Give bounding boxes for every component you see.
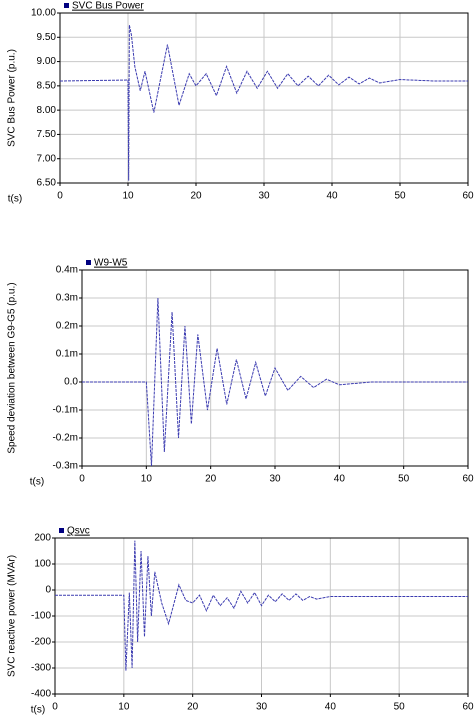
y-tick-label: 7.00 bbox=[37, 153, 57, 164]
y-tick-label: 0 bbox=[45, 585, 51, 596]
series-line bbox=[82, 297, 468, 467]
y-tick-label: -0.1m bbox=[52, 405, 78, 416]
legend-label: Qsvc bbox=[67, 526, 90, 537]
y-tick-label: -0.2m bbox=[52, 433, 78, 444]
y-tick-label: -100 bbox=[31, 611, 51, 622]
x-tick-label: 50 bbox=[398, 474, 410, 485]
x-axis-label: t(s) bbox=[8, 194, 22, 205]
x-tick-label: 0 bbox=[57, 191, 63, 202]
x-tick-label: 20 bbox=[187, 702, 199, 713]
x-tick-label: 50 bbox=[394, 191, 406, 202]
y-tick-label: -0.3m bbox=[52, 461, 78, 472]
x-tick-label: 40 bbox=[325, 702, 337, 713]
y-tick-label: 0.4m bbox=[56, 265, 78, 276]
x-tick-label: 50 bbox=[394, 702, 406, 713]
y-tick-label: 9.00 bbox=[37, 56, 57, 67]
y-tick-label: -200 bbox=[31, 637, 51, 648]
y-tick-label: 8.00 bbox=[37, 105, 57, 116]
x-tick-label: 60 bbox=[462, 191, 474, 202]
legend-swatch bbox=[64, 3, 69, 8]
x-tick-label: 10 bbox=[141, 474, 153, 485]
x-tick-label: 30 bbox=[256, 702, 268, 713]
series-line bbox=[59, 25, 468, 181]
x-tick-label: 60 bbox=[462, 474, 474, 485]
y-tick-label: 7.50 bbox=[37, 129, 57, 140]
y-tick-label: 100 bbox=[34, 559, 51, 570]
x-tick-label: 60 bbox=[462, 702, 474, 713]
x-tick-label: 30 bbox=[269, 474, 281, 485]
x-tick-label: 0 bbox=[52, 702, 58, 713]
y-axis-label: SVC Bus Power (p.u.) bbox=[7, 49, 18, 147]
y-tick-label: 0.1m bbox=[56, 349, 78, 360]
legend-label: SVC Bus Power bbox=[72, 1, 144, 12]
x-axis-label: t(s) bbox=[31, 705, 45, 715]
legend-label: W9-W5 bbox=[94, 258, 128, 269]
x-tick-label: 10 bbox=[122, 191, 134, 202]
y-axis-label: Speed deviation between G9-G5 (p.u.) bbox=[7, 282, 18, 453]
x-tick-label: 0 bbox=[79, 474, 85, 485]
y-tick-label: 9.50 bbox=[37, 32, 57, 43]
y-tick-label: 6.50 bbox=[37, 178, 57, 189]
x-axis-label: t(s) bbox=[30, 477, 44, 488]
x-tick-label: 40 bbox=[334, 474, 346, 485]
y-tick-label: 0.0 bbox=[64, 377, 78, 388]
legend-swatch bbox=[59, 528, 64, 533]
x-tick-label: 10 bbox=[118, 702, 130, 713]
x-tick-label: 40 bbox=[326, 191, 338, 202]
y-tick-label: -300 bbox=[31, 663, 51, 674]
y-tick-label: 10.00 bbox=[31, 8, 56, 19]
y-tick-label: 0.2m bbox=[56, 321, 78, 332]
y-axis-label: SVC reactive power (MVAr) bbox=[7, 555, 18, 677]
x-tick-label: 20 bbox=[190, 191, 202, 202]
plot-frame bbox=[81, 269, 469, 467]
plot-frame bbox=[54, 537, 469, 695]
plot-frame bbox=[59, 12, 469, 184]
y-tick-label: 8.50 bbox=[37, 80, 57, 91]
y-tick-label: 200 bbox=[34, 533, 51, 544]
x-tick-label: 30 bbox=[258, 191, 270, 202]
y-tick-label: 0.3m bbox=[56, 293, 78, 304]
x-tick-label: 20 bbox=[205, 474, 217, 485]
y-tick-label: -400 bbox=[31, 689, 51, 700]
series-line bbox=[55, 540, 468, 671]
legend-swatch bbox=[86, 260, 91, 265]
